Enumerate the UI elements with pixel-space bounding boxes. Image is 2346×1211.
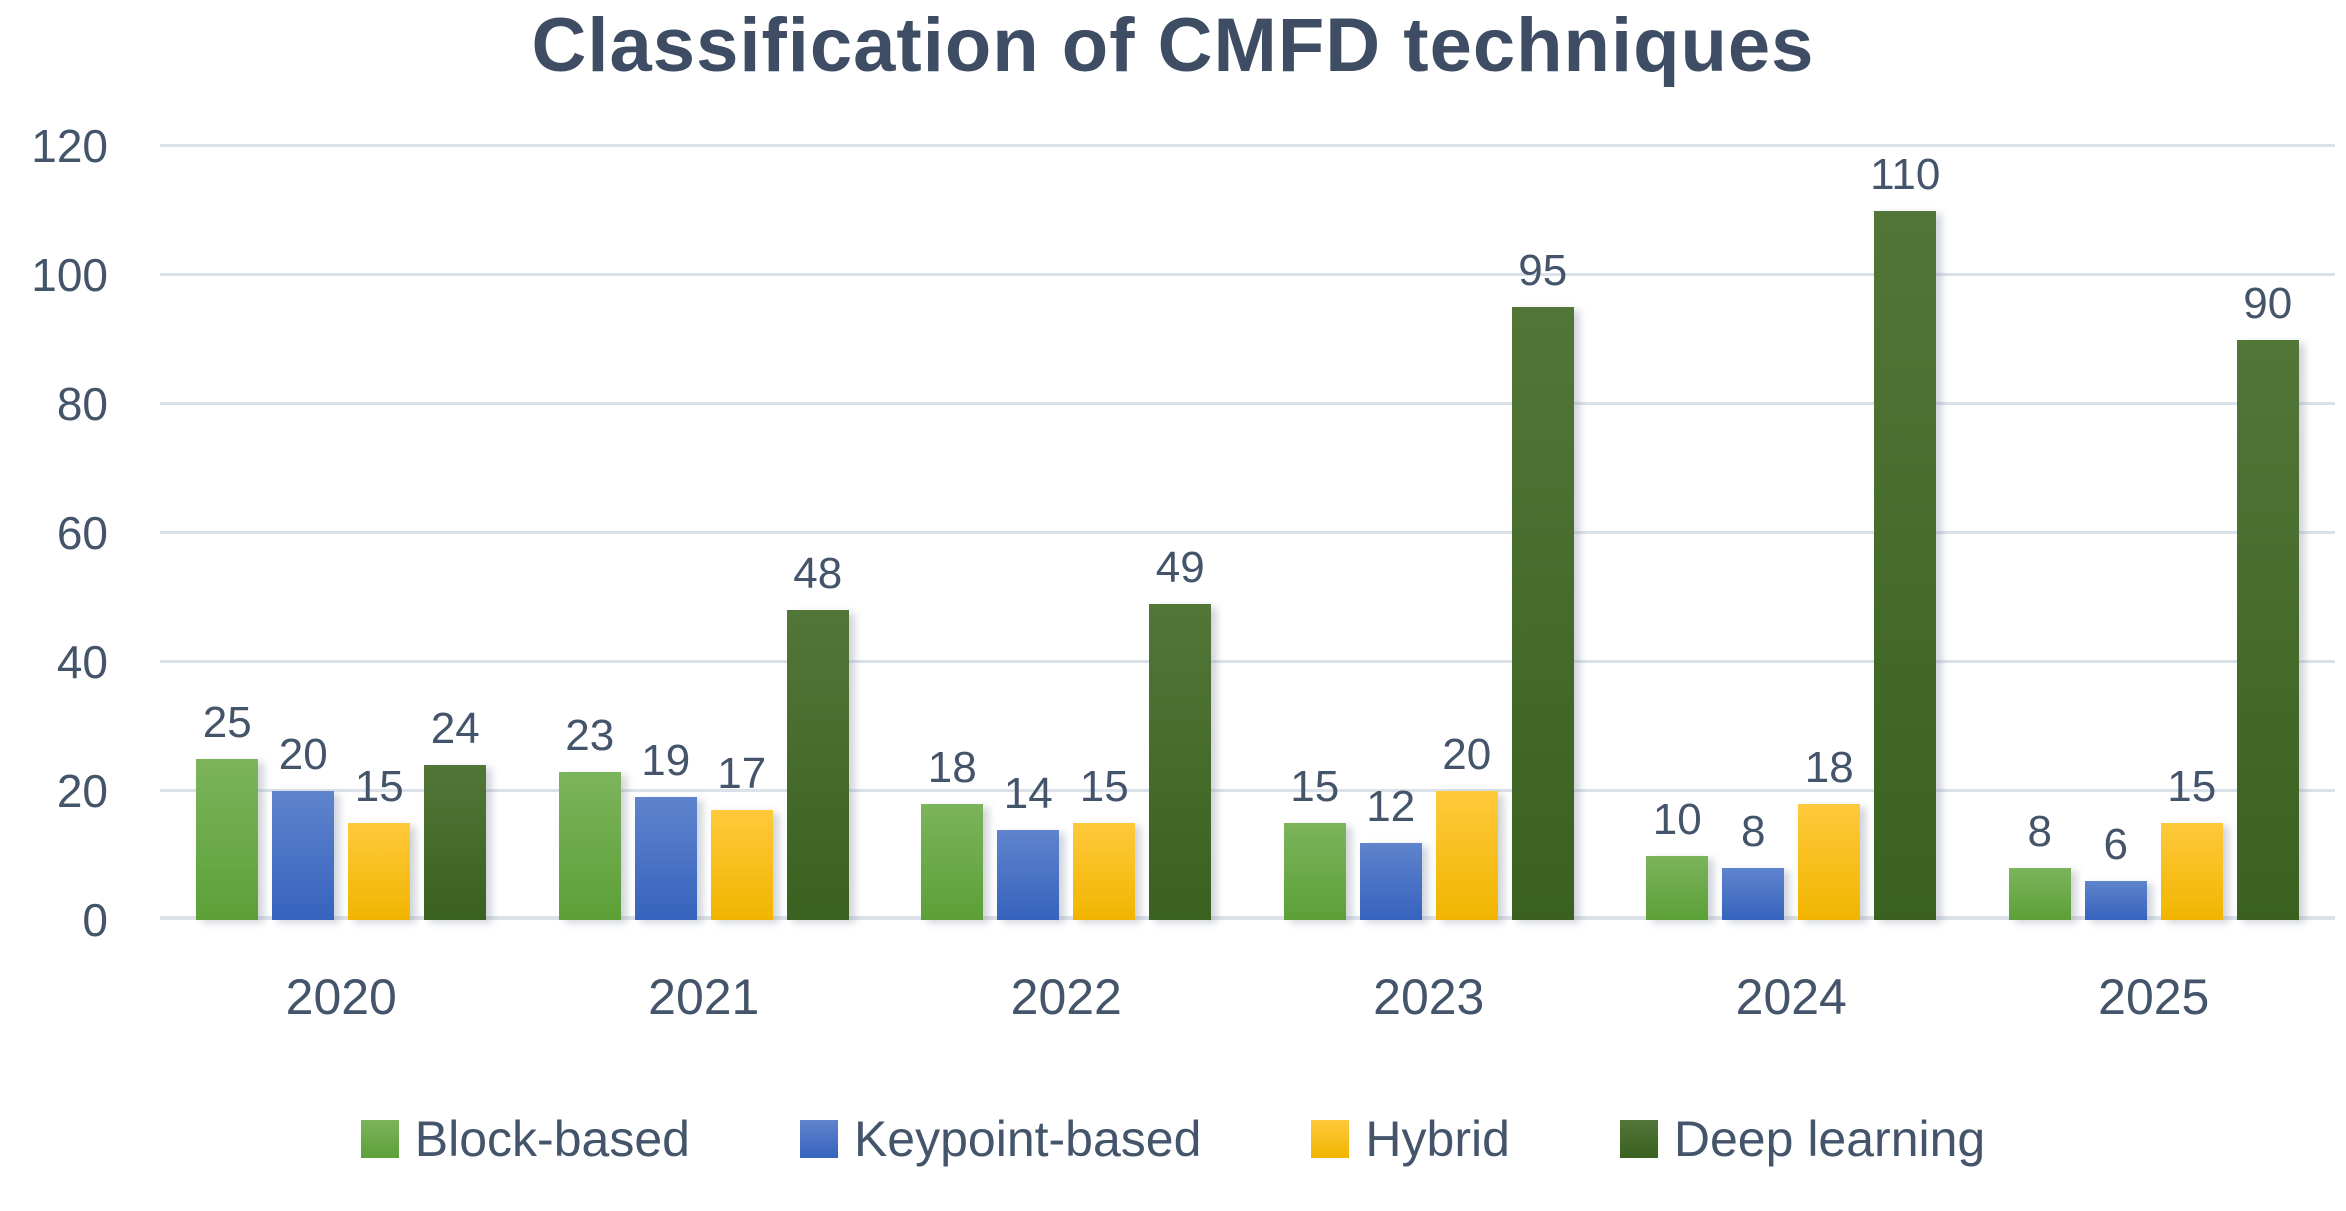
bar-value-label: 24: [430, 704, 480, 754]
legend-item-block-based: Block-based: [360, 1110, 690, 1168]
bar-keypoint-based-2022: [997, 829, 1060, 920]
x-axis-label-2023: 2023: [1373, 969, 1485, 1025]
y-tick-label-100: 100: [31, 249, 108, 301]
bar-deep-learning-2024: [1874, 210, 1937, 920]
bar-value-label: 49: [1155, 542, 1205, 592]
bar-block-based-2020: [196, 758, 259, 920]
y-tick-label-60: 60: [56, 507, 108, 559]
y-tick-label-20: 20: [56, 765, 108, 817]
bar-hybrid-2020: [348, 823, 411, 920]
bar-value-label: 8: [1741, 807, 1766, 857]
bar-value-label: 110: [1870, 149, 1941, 199]
bar-keypoint-based-2025: [2084, 881, 2147, 920]
bar-block-based-2022: [921, 803, 984, 920]
legend-label: Keypoint-based: [853, 1111, 1202, 1167]
x-axis-label-2020: 2020: [285, 969, 397, 1025]
bar-value-label: 90: [2243, 278, 2293, 328]
bar-deep-learning-2021: [786, 610, 849, 920]
bar-keypoint-based-2021: [634, 797, 697, 920]
bar-value-label: 12: [1366, 781, 1416, 831]
bar-keypoint-based-2023: [1359, 842, 1422, 920]
gridline-y-120: [160, 144, 2335, 147]
bar-keypoint-based-2024: [1722, 868, 1785, 920]
gridline-y-60: [160, 531, 2335, 534]
plot-area: 25 20 15 24 23 19 17 48 18 14 15 49 15 12 20 95 10 8 18 110…: [160, 144, 2335, 920]
chart-legend: Block-based Keypoint-based Hybrid Deep lear…: [0, 1110, 2346, 1168]
legend-item-deep-learning: Deep learning: [1619, 1110, 1986, 1168]
gridline-y-40: [160, 660, 2335, 663]
bar-value-label: 23: [565, 710, 615, 760]
bar-block-based-2024: [1646, 855, 1709, 920]
bar-value-label: 48: [793, 549, 843, 599]
x-axis-label-2024: 2024: [1735, 969, 1847, 1025]
bar-value-label: 17: [717, 749, 767, 799]
bar-keypoint-based-2020: [272, 791, 335, 920]
bar-value-label: 20: [278, 730, 328, 779]
bar-deep-learning-2020: [424, 765, 487, 920]
legend-swatch-icon: [799, 1120, 838, 1158]
legend-swatch-icon: [1311, 1120, 1350, 1158]
gridline-y-20: [160, 789, 2335, 792]
bar-hybrid-2022: [1073, 823, 1136, 920]
bar-deep-learning-2023: [1511, 307, 1574, 920]
bar-value-label: 15: [2167, 762, 2217, 812]
chart-title: Classification of CMFD techniques: [531, 3, 1815, 88]
bar-value-label: 18: [1804, 742, 1854, 792]
bar-value-label: 8: [2027, 807, 2052, 857]
bar-value-label: 14: [1003, 768, 1053, 818]
bar-value-label: 15: [354, 762, 404, 812]
bar-value-label: 19: [641, 736, 691, 786]
legend-swatch-icon: [1619, 1120, 1658, 1158]
bar-deep-learning-2025: [2236, 339, 2299, 920]
bar-hybrid-2023: [1435, 791, 1498, 920]
y-axis-tick-labels: 0 20 40 60 80 100 120: [0, 123, 112, 943]
bar-hybrid-2021: [710, 810, 773, 920]
bar-value-label: 6: [2103, 820, 2128, 870]
y-tick-label-120: 120: [31, 120, 108, 172]
gridline-y-80: [160, 402, 2335, 405]
bar-value-label: 25: [202, 697, 252, 747]
legend-item-keypoint-based: Keypoint-based: [799, 1110, 1202, 1168]
bar-hybrid-2025: [2160, 823, 2223, 920]
y-tick-label-40: 40: [56, 636, 108, 688]
bar-block-based-2023: [1283, 823, 1346, 920]
x-axis-label-2021: 2021: [648, 969, 760, 1025]
bar-value-label: 95: [1518, 246, 1568, 296]
legend-item-hybrid: Hybrid: [1311, 1110, 1510, 1168]
bar-block-based-2021: [558, 771, 621, 920]
bar-value-label: 10: [1652, 794, 1702, 844]
bar-deep-learning-2022: [1149, 603, 1212, 920]
bar-value-label: 18: [927, 742, 977, 792]
bar-block-based-2025: [2008, 868, 2071, 920]
x-axis-label-2022: 2022: [1010, 969, 1122, 1025]
gridline-y-100: [160, 273, 2335, 276]
bar-value-label: 15: [1290, 762, 1340, 812]
bar-value-label: 20: [1442, 730, 1492, 779]
y-tick-label-80: 80: [56, 378, 108, 430]
legend-label: Deep learning: [1673, 1111, 1986, 1167]
y-tick-label-0: 0: [82, 894, 108, 946]
legend-swatch-icon: [360, 1120, 399, 1158]
legend-label: Block-based: [414, 1111, 690, 1167]
bar-hybrid-2024: [1798, 803, 1861, 920]
x-axis-label-2025: 2025: [2098, 969, 2210, 1025]
legend-label: Hybrid: [1365, 1111, 1510, 1167]
gridline-y-0: [160, 916, 2335, 920]
bar-value-label: 15: [1079, 762, 1129, 812]
